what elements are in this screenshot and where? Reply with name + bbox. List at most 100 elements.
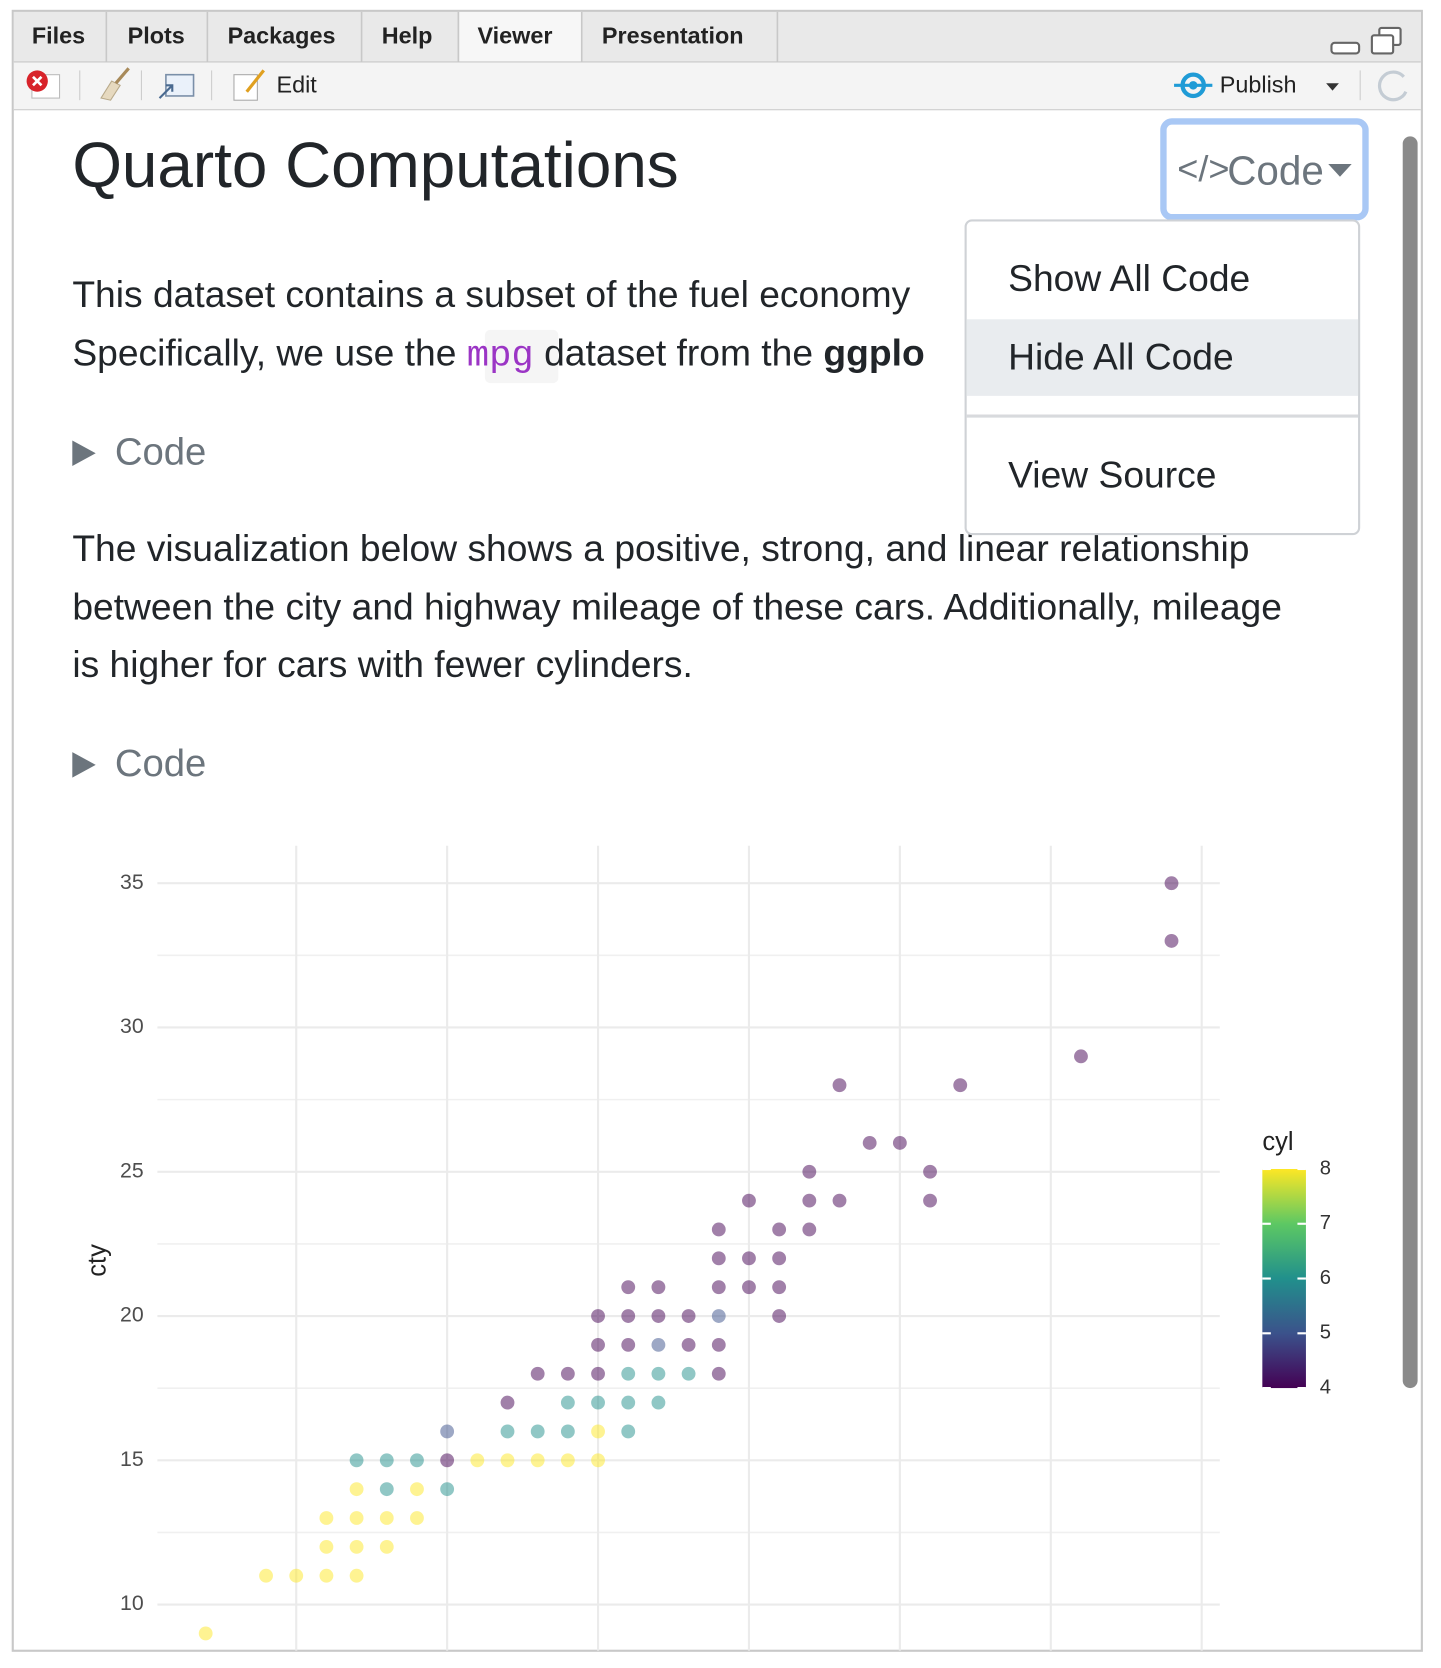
publish-label: Publish	[1220, 72, 1297, 98]
tab[interactable]: Viewer	[477, 23, 552, 49]
code-toggle[interactable]: Code	[72, 742, 206, 785]
tab-bar	[13, 11, 1421, 62]
scrollbar[interactable]	[1402, 136, 1418, 1389]
point	[379, 1453, 394, 1468]
y-tick-label: 20	[120, 1303, 144, 1327]
point	[621, 1395, 636, 1410]
point	[349, 1482, 364, 1497]
point	[651, 1280, 666, 1295]
legend-tick-label: 6	[1320, 1267, 1331, 1289]
point	[802, 1222, 817, 1237]
point	[651, 1309, 666, 1323]
bold-text: ggplo	[823, 331, 924, 373]
y-tick-label: 15	[120, 1447, 144, 1471]
point	[923, 1164, 937, 1179]
point	[591, 1395, 605, 1410]
code-button[interactable]: </> Code	[1160, 118, 1369, 221]
point	[349, 1453, 364, 1468]
point	[500, 1453, 515, 1468]
y-axis-title: cty	[84, 1244, 112, 1277]
menu-item[interactable]: Show All Code	[1008, 257, 1250, 299]
point	[1164, 876, 1179, 891]
point	[440, 1424, 455, 1439]
point	[319, 1568, 334, 1583]
tab[interactable]: Presentation	[602, 23, 744, 49]
point	[259, 1568, 273, 1583]
point	[500, 1395, 515, 1410]
inline-code-bg	[484, 329, 559, 384]
point	[591, 1309, 605, 1323]
legend-title: cyl	[1262, 1128, 1293, 1156]
point	[711, 1337, 726, 1352]
point	[591, 1366, 605, 1381]
point	[832, 1078, 847, 1093]
y-tick-label: 30	[120, 1014, 144, 1038]
y-tick-label: 10	[120, 1591, 144, 1615]
tab[interactable]: Plots	[128, 23, 185, 49]
point	[560, 1366, 575, 1381]
plot-panel	[157, 845, 1220, 1651]
point	[621, 1309, 636, 1323]
point	[621, 1337, 636, 1352]
y-tick-label: 35	[120, 870, 144, 894]
point	[802, 1193, 817, 1208]
point	[621, 1366, 636, 1381]
popout-button[interactable]	[158, 73, 195, 99]
point	[530, 1366, 545, 1381]
point	[892, 1135, 907, 1150]
tab[interactable]: Packages	[228, 23, 336, 49]
code-toggle-label: Code	[115, 742, 206, 785]
svg-text:</>: </>	[1177, 148, 1229, 189]
point	[862, 1135, 877, 1150]
point	[621, 1424, 636, 1439]
paragraph-line: This dataset contains a subset of the fu…	[72, 273, 910, 315]
tab[interactable]: Help	[382, 23, 433, 49]
code-button-label: Code	[1227, 147, 1324, 193]
pane-controls[interactable]	[1330, 26, 1402, 55]
point	[591, 1424, 605, 1439]
edit-button[interactable]: Edit	[233, 69, 317, 101]
point	[410, 1453, 424, 1468]
menu-item[interactable]: Hide All Code	[1008, 336, 1234, 378]
point	[1074, 1049, 1088, 1064]
point	[379, 1482, 394, 1497]
paragraph-line: is higher for cars with fewer cylinders.	[72, 643, 693, 685]
point	[410, 1511, 424, 1525]
y-tick-label: 25	[120, 1158, 144, 1182]
point	[651, 1366, 666, 1381]
point	[772, 1251, 787, 1266]
point	[319, 1511, 334, 1525]
point	[742, 1280, 756, 1295]
point	[711, 1309, 726, 1323]
scatter-chart: 10 15 20 25 30 35 cty cyl 4 5 6 7 8	[84, 845, 1331, 1651]
paragraph-line: between the city and highway mileage of …	[72, 585, 1282, 627]
point	[651, 1395, 666, 1410]
point	[711, 1366, 726, 1381]
point	[923, 1193, 937, 1208]
broom-button[interactable]	[100, 67, 130, 101]
point	[832, 1193, 847, 1208]
point	[349, 1511, 364, 1525]
code-toggle[interactable]: Code	[72, 430, 206, 473]
point	[711, 1251, 726, 1266]
publish-button[interactable]: Publish	[1174, 72, 1339, 99]
point	[379, 1539, 394, 1554]
clear-button[interactable]	[26, 70, 61, 99]
point	[591, 1453, 605, 1468]
tab[interactable]: Files	[32, 23, 85, 49]
active-tab	[459, 11, 582, 62]
point	[711, 1222, 726, 1237]
refresh-button[interactable]	[1377, 70, 1408, 102]
point	[772, 1309, 787, 1323]
point	[742, 1251, 756, 1266]
menu-item[interactable]: View Source	[1008, 454, 1216, 496]
point	[681, 1309, 696, 1323]
text-run: Specifically, we use the	[72, 331, 466, 373]
point	[621, 1280, 636, 1295]
point	[560, 1453, 575, 1468]
point	[742, 1193, 756, 1208]
point	[1164, 934, 1179, 948]
point	[440, 1453, 455, 1468]
